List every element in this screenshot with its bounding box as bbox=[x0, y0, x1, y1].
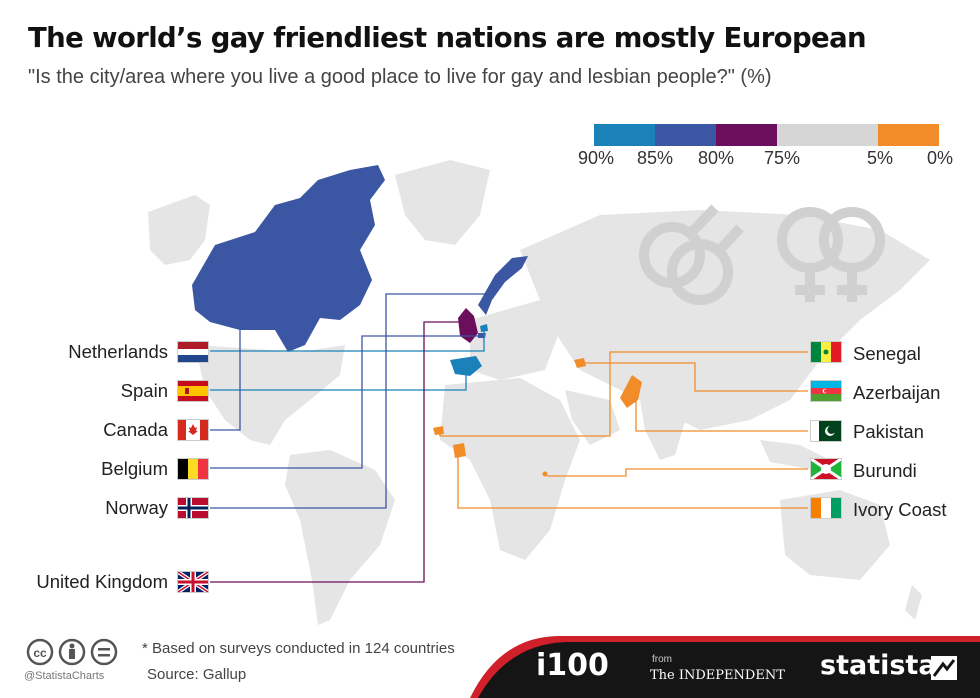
label-norway: Norway bbox=[105, 497, 168, 518]
statista-handle: @StatistaCharts bbox=[24, 670, 105, 682]
label-spain: Spain bbox=[120, 380, 168, 401]
legend-label-0: 0% bbox=[926, 148, 953, 168]
legend-label-80: 80% bbox=[697, 148, 735, 168]
belgium-flag bbox=[177, 458, 209, 480]
burundi-flag bbox=[810, 458, 842, 480]
page-subtitle: "Is the city/area where you live a good … bbox=[28, 66, 772, 88]
burundi-shape bbox=[542, 471, 548, 477]
spain-flag bbox=[177, 380, 209, 402]
equals-icon bbox=[90, 638, 118, 666]
connector-lines-right bbox=[439, 351, 808, 509]
canada-flag bbox=[177, 419, 209, 441]
label-united-kingdom: United Kingdom bbox=[36, 571, 168, 592]
senegal-flag bbox=[810, 341, 842, 363]
i100-logo: i100 bbox=[536, 648, 609, 683]
source-note: Source: Gallup bbox=[147, 666, 247, 683]
label-azerbaijan: Azerbaijan bbox=[853, 382, 941, 403]
female-symbol-icon bbox=[777, 207, 885, 302]
connector-lines-left bbox=[210, 293, 490, 583]
label-burundi: Burundi bbox=[853, 460, 917, 481]
legend-swatch-75 bbox=[777, 124, 878, 146]
ivory-coast-flag bbox=[810, 497, 842, 519]
label-ivory-coast: Ivory Coast bbox=[853, 499, 947, 520]
legend-label-5: 5% bbox=[866, 148, 893, 168]
cc-icon: cc bbox=[26, 638, 54, 666]
page-title: The world’s gay friendliest nations are … bbox=[28, 22, 867, 54]
svg-text:cc: cc bbox=[33, 646, 47, 660]
legend-swatch-80 bbox=[716, 124, 777, 146]
norway-shape bbox=[478, 256, 528, 315]
canada-shape bbox=[192, 165, 385, 352]
male-symbol-icon bbox=[639, 204, 744, 305]
legend-swatch-85 bbox=[655, 124, 716, 146]
netherlands-flag bbox=[177, 341, 209, 363]
survey-note: * Based on surveys conducted in 124 coun… bbox=[142, 640, 455, 657]
brand-from: from bbox=[652, 654, 672, 665]
uk-shape bbox=[458, 308, 478, 343]
label-pakistan: Pakistan bbox=[853, 421, 924, 442]
statista-logo: statista bbox=[820, 650, 937, 681]
legend-label-85: 85% bbox=[636, 148, 674, 168]
legend-swatch-90 bbox=[594, 124, 655, 146]
license-icons: cc bbox=[26, 638, 126, 673]
ivory-coast-shape bbox=[453, 443, 466, 458]
independent-logo: The INDEPENDENT bbox=[650, 668, 785, 683]
legend-label-75: 75% bbox=[763, 148, 801, 168]
footer-brand-bar bbox=[470, 636, 980, 698]
label-belgium: Belgium bbox=[101, 458, 168, 479]
pakistan-flag bbox=[810, 420, 842, 442]
label-netherlands: Netherlands bbox=[68, 341, 168, 362]
label-senegal: Senegal bbox=[853, 343, 921, 364]
label-canada: Canada bbox=[103, 419, 168, 440]
senegal-shape bbox=[433, 426, 444, 435]
norway-flag bbox=[177, 497, 209, 519]
statista-logo-icon bbox=[931, 656, 957, 680]
person-icon bbox=[58, 638, 86, 666]
legend-label-90: 90% bbox=[577, 148, 615, 168]
azerbaijan-flag bbox=[810, 380, 842, 402]
netherlands-shape bbox=[480, 324, 488, 332]
spain-shape bbox=[450, 356, 482, 376]
uk-flag bbox=[177, 571, 209, 593]
legend-swatch-5 bbox=[878, 124, 939, 146]
